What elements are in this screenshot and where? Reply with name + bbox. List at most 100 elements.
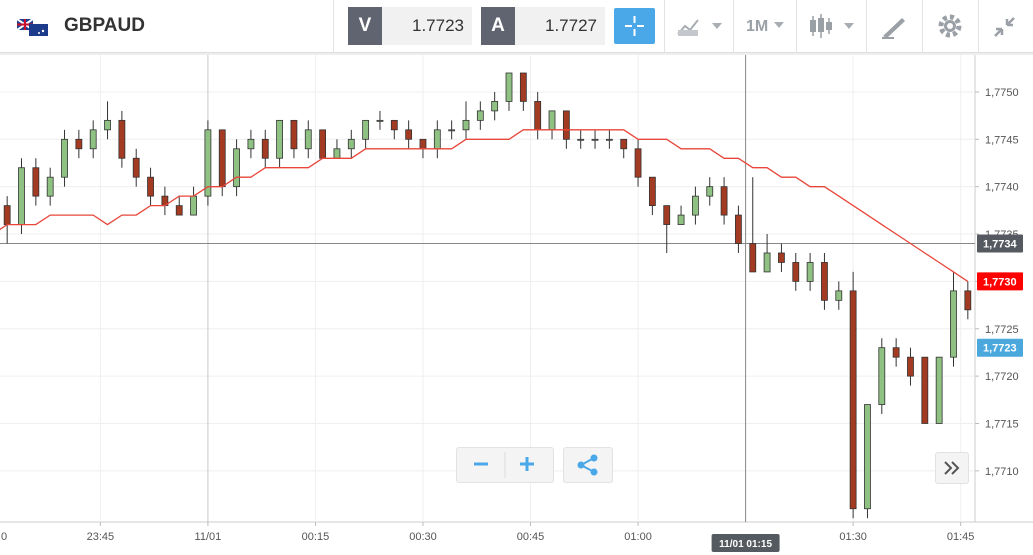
candle-body [3, 205, 11, 225]
candle-body [405, 129, 413, 140]
x-tick-label: 11/01 [195, 531, 222, 543]
candle-body [864, 404, 871, 510]
candle-body [792, 262, 800, 282]
candle-body [104, 119, 111, 131]
candle-body [677, 214, 685, 225]
x-tick-label: 00:45 [517, 531, 545, 543]
candle-body [290, 119, 298, 150]
timeframe[interactable]: 1M [746, 18, 769, 35]
candle-body [720, 186, 728, 216]
candle-type-button[interactable] [808, 12, 858, 40]
candle-body [735, 214, 742, 244]
candle-body [835, 290, 843, 301]
candle-body [634, 148, 642, 178]
candle-body [964, 290, 972, 311]
y-tick-label: 1,7710 [985, 466, 1019, 478]
candle-body [591, 138, 599, 141]
candle-body [778, 252, 785, 263]
candle-body [907, 356, 914, 377]
ask-price[interactable]: 1.7727 [515, 7, 605, 45]
candle-body [849, 290, 857, 510]
bid-label[interactable]: V [348, 7, 382, 45]
candle-body [562, 110, 570, 140]
collapse-button[interactable] [992, 15, 1018, 39]
x-tick-label: 01:45 [947, 531, 975, 543]
price-tag-label: 1,7734 [983, 239, 1018, 251]
candle-body [821, 262, 828, 301]
candle-body [878, 347, 886, 405]
candle-body [763, 252, 771, 273]
ask-label[interactable]: A [481, 7, 515, 45]
candle-body [319, 129, 327, 159]
candle-body [620, 138, 628, 150]
y-tick-label: 1,7750 [985, 87, 1019, 99]
price-tag-label: 1,7730 [983, 276, 1017, 288]
price-tag [977, 338, 1023, 357]
scroll-right-button[interactable] [935, 452, 969, 484]
toolbar: GBPAUD V 1.7723 A 1.7727 1M [0, 0, 1033, 53]
candle-body [950, 290, 957, 358]
chart-type-button[interactable] [676, 16, 726, 38]
candle-body [448, 129, 456, 132]
candle-body [218, 129, 226, 188]
bid-price[interactable]: 1.7723 [382, 7, 472, 45]
y-tick-label: 1,7715 [985, 418, 1019, 430]
candle-body [362, 119, 370, 140]
candle-body [247, 138, 255, 150]
price-tag-label: 1,7723 [983, 343, 1017, 355]
price-tag [977, 234, 1023, 253]
y-tick-label: 1,7725 [985, 324, 1019, 336]
candle-body [476, 110, 484, 121]
x-tick-label: 0 [1, 531, 7, 543]
candle-body [390, 119, 398, 131]
moving-average-line [0, 129, 969, 282]
draw-button[interactable] [880, 14, 908, 40]
candle-body [147, 176, 154, 197]
candle-body [648, 176, 656, 207]
candle-body [935, 356, 943, 424]
candle-body [505, 72, 513, 102]
crosshair-time-label: 11/01 01:15 [719, 539, 772, 550]
candle-body [376, 119, 384, 122]
flag [17, 19, 48, 36]
candle-body [921, 356, 929, 424]
crosshair-time-tag [711, 534, 780, 552]
candle-body [806, 262, 814, 282]
x-tick-label: 23:45 [87, 531, 115, 543]
y-tick-label: 1,7720 [985, 371, 1019, 383]
y-tick-label: 1,7740 [985, 182, 1019, 194]
zoom-controls [456, 447, 554, 483]
candle-body [706, 186, 714, 197]
candle-body [333, 148, 341, 159]
candle-body [118, 119, 126, 159]
candle-body [46, 176, 54, 197]
candle-body [548, 110, 556, 131]
candle-body [190, 195, 197, 216]
candle-body [89, 129, 97, 150]
candle-body [419, 138, 427, 150]
share-button[interactable] [563, 447, 613, 483]
candle-body [175, 205, 183, 216]
settings-button[interactable] [936, 12, 964, 40]
candle-body [304, 129, 312, 150]
candle-body [32, 167, 40, 197]
candle-body [204, 129, 212, 197]
candle-body [491, 101, 499, 112]
candle-body [61, 138, 68, 178]
candle-body [892, 347, 900, 358]
candle-body [276, 119, 283, 159]
candle-body [75, 138, 83, 150]
x-tick-label: 00:15 [302, 531, 330, 543]
candle-body [132, 157, 140, 178]
candle-body [605, 138, 613, 141]
candle-body [462, 119, 470, 131]
candle-body [749, 243, 757, 273]
candle-body [233, 148, 240, 188]
crosshair-button[interactable] [614, 8, 655, 44]
x-tick-label: 01:00 [624, 531, 652, 543]
y-tick-label: 1,7745 [985, 134, 1019, 146]
candle-body [18, 167, 25, 225]
candle-body [663, 205, 671, 225]
candle-body [577, 138, 585, 141]
